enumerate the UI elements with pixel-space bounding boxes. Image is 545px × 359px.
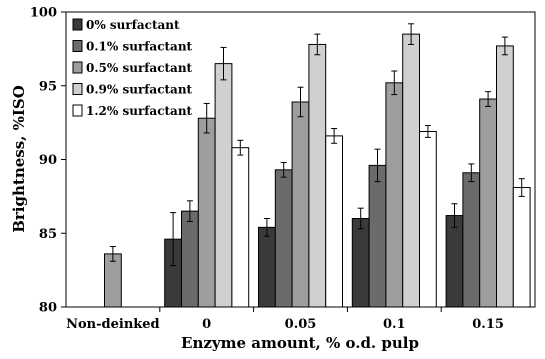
x-tick-label: 0.1 — [383, 317, 406, 332]
legend-label: 0.1% surfactant — [86, 40, 193, 54]
x-axis-title: Enzyme amount, % o.d. pulp — [181, 334, 419, 352]
legend-swatch — [72, 83, 83, 95]
bar — [402, 33, 421, 308]
y-axis-title: Brightness, %ISO — [10, 85, 28, 233]
x-tick-label: 0.05 — [285, 317, 317, 332]
y-tick-label: 85 — [39, 227, 57, 242]
bar — [419, 130, 437, 308]
bar — [181, 210, 199, 308]
x-tick-label: 0 — [202, 317, 211, 332]
bar — [104, 253, 122, 308]
x-tick-label: Non-deinked — [66, 317, 160, 332]
legend-swatch — [72, 104, 83, 117]
bar — [325, 135, 344, 308]
bar — [512, 187, 531, 308]
bar — [351, 218, 370, 308]
y-tick-label: 90 — [39, 153, 57, 168]
bar — [462, 172, 481, 308]
legend-label: 0.5% surfactant — [86, 61, 193, 75]
bar — [308, 43, 327, 308]
legend-swatch — [72, 18, 83, 31]
legend-label: 0.9% surfactant — [86, 83, 193, 97]
bar — [385, 82, 404, 308]
bar — [496, 45, 514, 308]
legend-label: 0% surfactant — [86, 18, 180, 32]
bar — [291, 101, 310, 308]
bar — [258, 226, 276, 308]
bar — [214, 63, 233, 308]
legend-label: 1.2% surfactant — [86, 104, 193, 118]
bar — [479, 98, 498, 308]
y-tick-label: 95 — [39, 79, 57, 94]
bar — [231, 147, 250, 308]
legend-swatch — [72, 61, 83, 74]
x-tick-label: 0.15 — [472, 317, 504, 332]
legend-swatch — [72, 40, 83, 52]
bar — [274, 169, 293, 308]
bar — [368, 164, 387, 308]
y-tick-label: 80 — [39, 301, 57, 316]
bar — [197, 117, 216, 308]
bar — [445, 215, 464, 308]
y-tick-label: 100 — [30, 6, 57, 21]
